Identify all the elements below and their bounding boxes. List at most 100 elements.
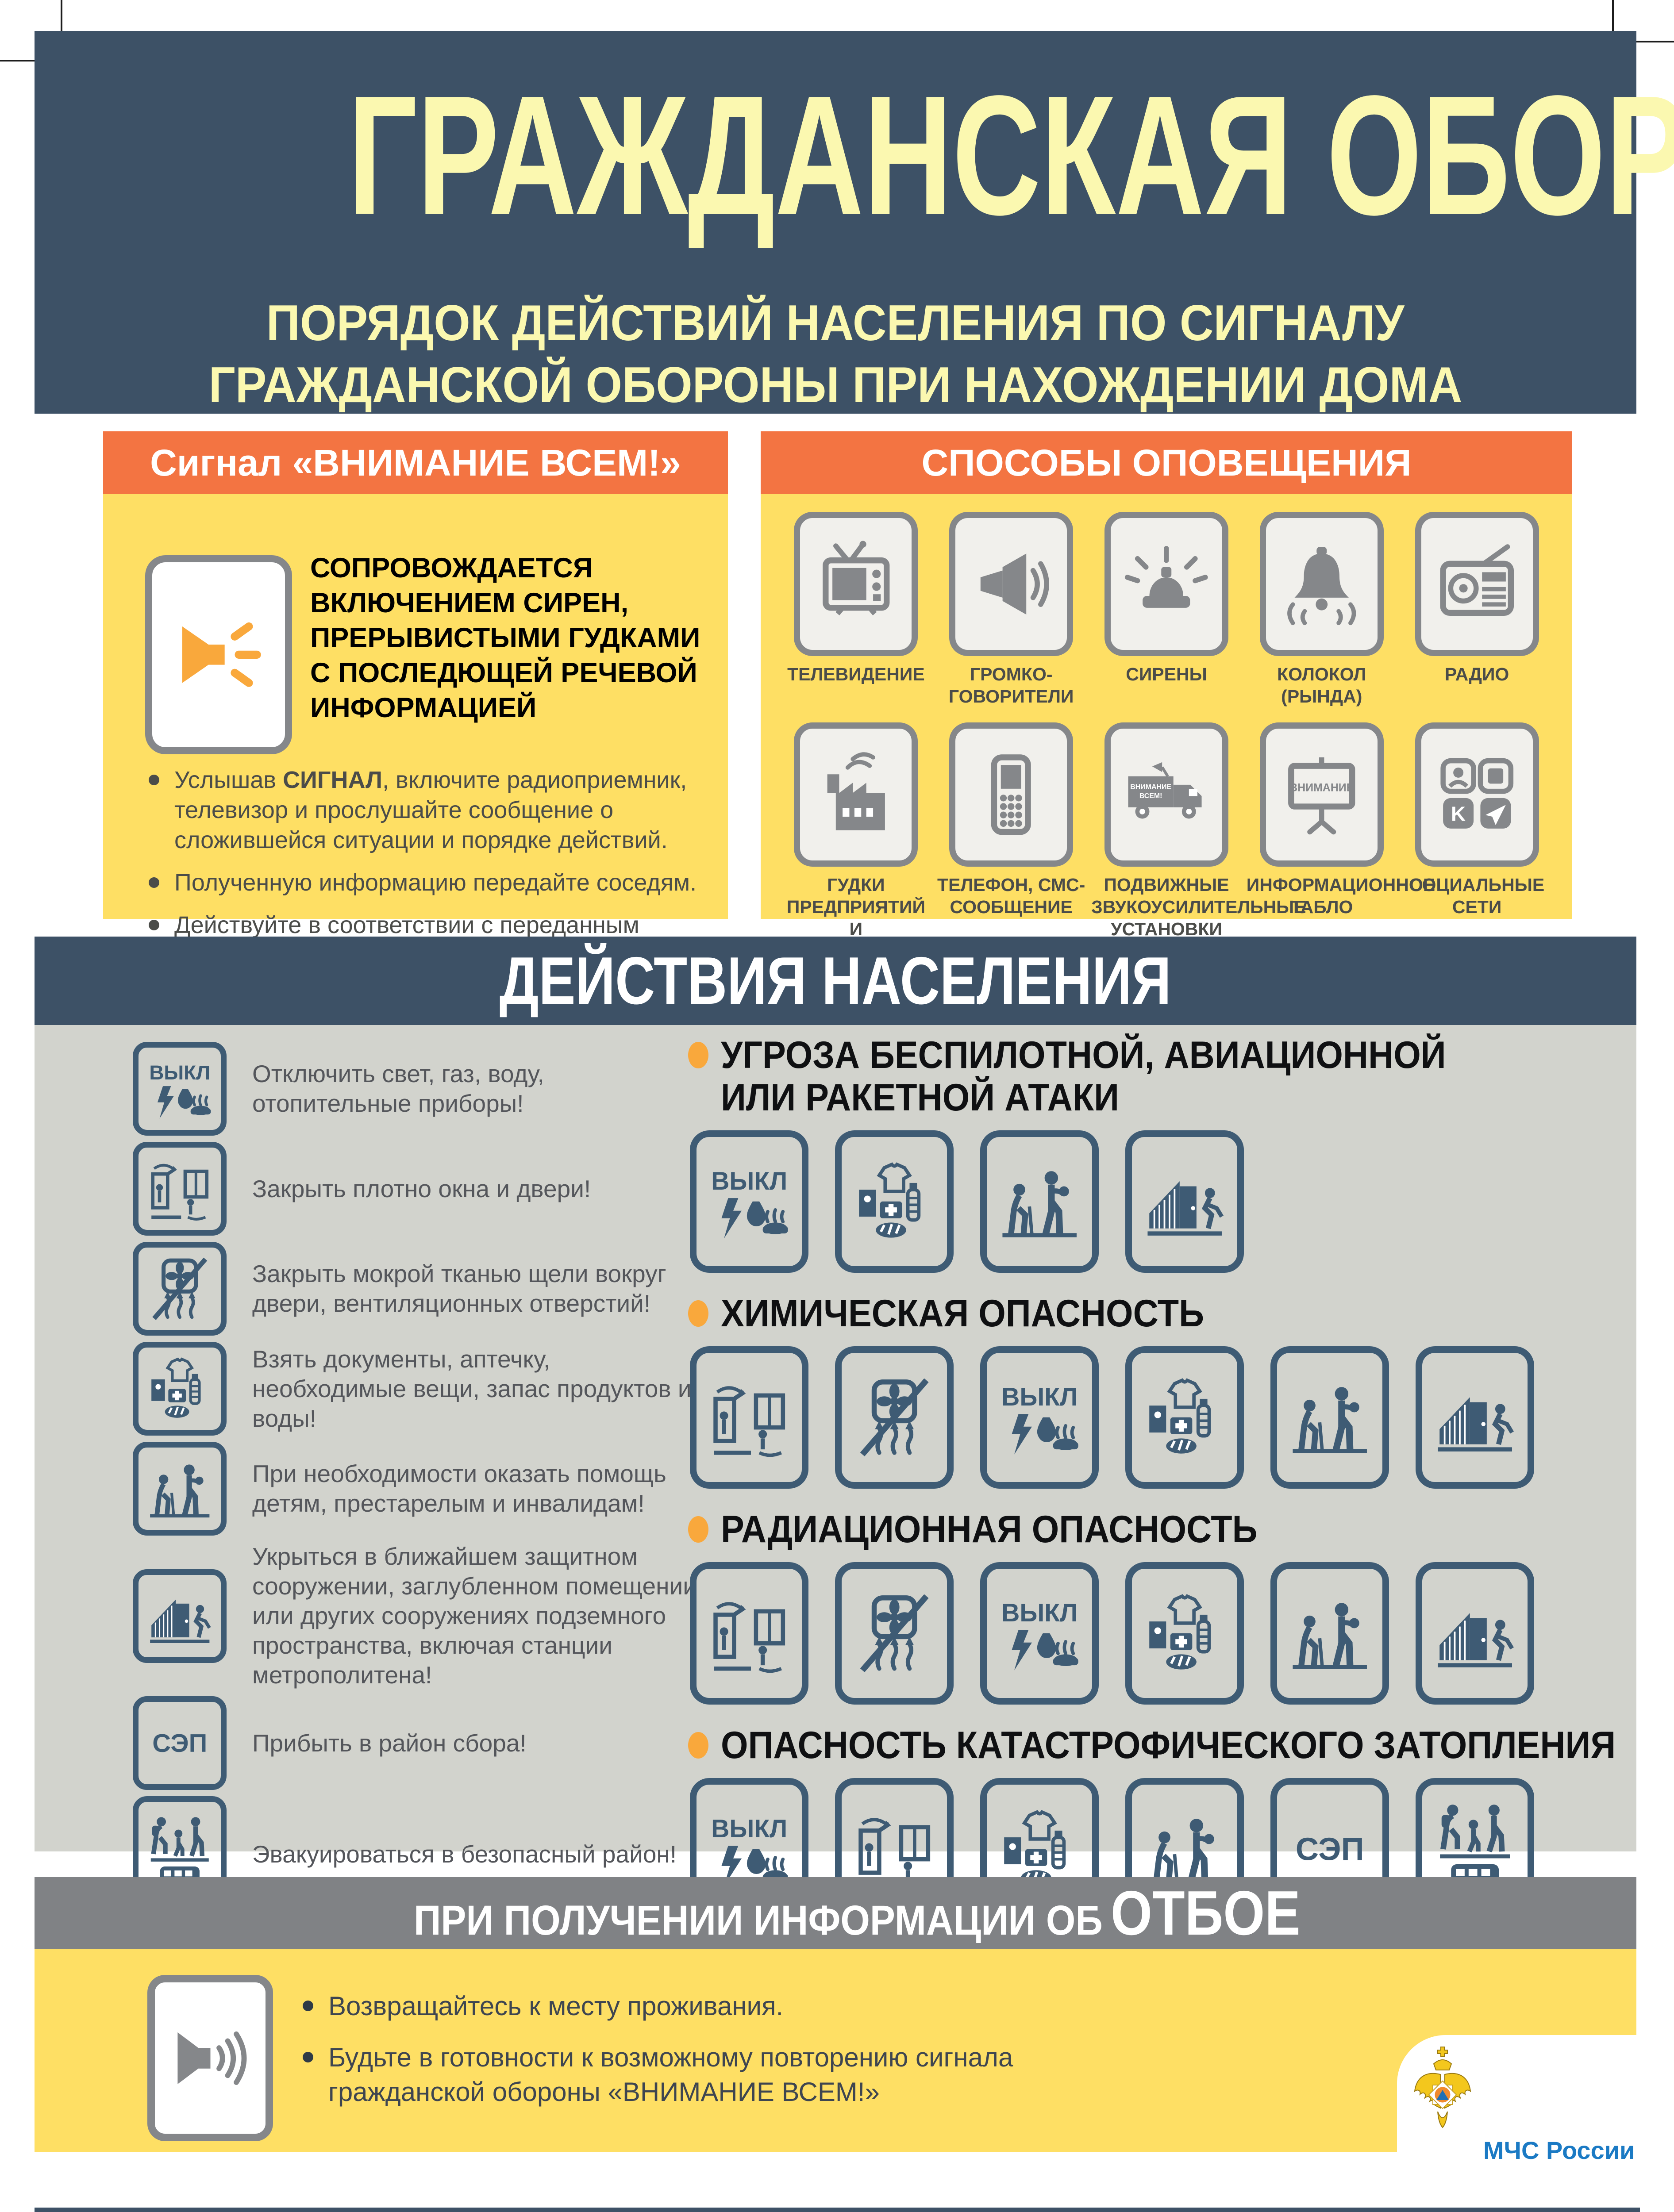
svg-text:СЭП: СЭП — [1296, 1832, 1364, 1867]
threat-block: ХИМИЧЕСКАЯ ОПАСНОСТЬ ВЫКЛ — [688, 1292, 1626, 1508]
power-off-icon: ВЫКЛ — [980, 1346, 1099, 1489]
svg-text:ВЫКЛ: ВЫКЛ — [1001, 1599, 1078, 1627]
signal-bullet: Полученную информацию передайте соседям. — [145, 868, 707, 898]
evacuate-icon — [1416, 1778, 1534, 1920]
general-action-text: Отключить свет, газ, воду, отопительные … — [252, 1060, 544, 1117]
threat-block: РАДИАЦИОННАЯ ОПАСНОСТЬ ВЫКЛ — [688, 1508, 1626, 1724]
power-off-icon: ВЫКЛ — [980, 1562, 1099, 1705]
all-clear-bullet: Будьте в готовности к возможному повторе… — [299, 2040, 1051, 2109]
orange-bullet-icon — [688, 1516, 708, 1543]
threat-icon-row: ВЫКЛ — [690, 1130, 1626, 1273]
general-action-item: Взять документы, аптечку, необходимые ве… — [133, 1342, 704, 1436]
method-label: РАДИО — [1444, 664, 1509, 684]
method-label: ПОДВИЖНЫЕ ЗВУКОУСИЛИТЕЛЬНЫЕ УСТАНОВКИ — [1091, 875, 1306, 939]
assist-icon — [133, 1442, 227, 1536]
bullet-dot — [149, 877, 159, 888]
signal-bullet-list: Услышав СИГНАЛ, включите радиоприемник, … — [145, 765, 707, 983]
logo-area: МЧС России — [1397, 2035, 1674, 2208]
no-ventilation-icon — [835, 1562, 954, 1705]
general-action-text: Взять документы, аптечку, необходимые ве… — [252, 1345, 692, 1432]
power-off-icon: ВЫКЛ — [133, 1042, 227, 1136]
tv-icon — [794, 512, 918, 656]
phone-icon — [949, 722, 1074, 867]
threat-icon-row: ВЫКЛ — [690, 1346, 1626, 1489]
general-action-item: Закрыть мокрой тканью щели вокруг двери,… — [133, 1242, 704, 1336]
assist-icon — [980, 1130, 1099, 1273]
method-item: КОЛОКОЛ (РЫНДА) — [1244, 512, 1399, 707]
general-action-item: СЭП Прибыть в район сбора! — [133, 1696, 704, 1790]
general-action-item: ВЫКЛ Отключить свет, газ, воду, отопитель… — [133, 1042, 704, 1136]
threat-title: ХИМИЧЕСКАЯ ОПАСНОСТЬ — [688, 1292, 1626, 1335]
actions-section-body: ВЫКЛ Отключить свет, газ, воду, отопитель… — [35, 1025, 1636, 1920]
close-windows-icon — [690, 1346, 808, 1489]
svg-text:ВНИМАНИЕ: ВНИМАНИЕ — [1289, 781, 1354, 794]
svg-text:ВЫКЛ: ВЫКЛ — [1001, 1383, 1078, 1411]
crop-mark — [61, 0, 62, 49]
bullet-dot — [149, 775, 159, 785]
method-item: СИРЕНЫ — [1089, 512, 1244, 707]
info-board-icon: ВНИМАНИЕ — [1259, 722, 1384, 867]
method-item: K СОЦИАЛЬНЫЕ СЕТИ — [1399, 722, 1555, 984]
all-clear-bullet-text: Возвращайтесь к месту проживания. — [328, 1991, 784, 2021]
threat-block: УГРОЗА БЕСПИЛОТНОЙ, АВИАЦИОННОЙ ИЛИ РАКЕТ… — [688, 1034, 1626, 1292]
close-windows-icon — [690, 1562, 808, 1705]
method-label: ТЕЛЕВИДЕНИЕ — [787, 664, 925, 684]
shelter-icon — [1416, 1562, 1534, 1705]
signal-bullet: Услышав СИГНАЛ, включите радиоприемник, … — [145, 765, 707, 855]
bullet-dot — [303, 2052, 313, 2062]
crop-mark — [0, 60, 49, 61]
threat-icon-row: ВЫКЛ — [690, 1562, 1626, 1705]
assist-icon — [1270, 1562, 1389, 1705]
threat-blocks: УГРОЗА БЕСПИЛОТНОЙ, АВИАЦИОННОЙ ИЛИ РАКЕТ… — [688, 1034, 1626, 1940]
footer-bar — [35, 2208, 1640, 2212]
factory-horn-icon — [794, 722, 918, 867]
sep-icon: СЭП — [133, 1696, 227, 1790]
general-action-text: Укрыться в ближайшем защитном сооружении… — [252, 1543, 697, 1689]
bell-icon — [1259, 512, 1384, 656]
signal-bullet-text: Услышав СИГНАЛ, включите радиоприемник, … — [174, 767, 687, 853]
all-clear-bullet-list: Возвращайтесь к месту проживания. Будьте … — [299, 1989, 1051, 2126]
close-windows-icon — [133, 1142, 227, 1236]
threat-title: УГРОЗА БЕСПИЛОТНОЙ, АВИАЦИОННОЙ ИЛИ РАКЕТ… — [688, 1034, 1626, 1119]
threat-title: ОПАСНОСТЬ КАТАСТРОФИЧЕСКОГО ЗАТОПЛЕНИЯ — [688, 1724, 1626, 1767]
all-clear-bullet-text: Будьте в готовности к возможному повторе… — [328, 2043, 1013, 2107]
method-item: ГРОМКО-ГОВОРИТЕЛИ — [934, 512, 1089, 707]
general-action-text: Эвакуироваться в безопасный район! — [252, 1840, 677, 1868]
assist-icon — [1270, 1346, 1389, 1489]
loudspeaker-icon — [949, 512, 1074, 656]
signal-description: СОПРОВОЖДАЕТСЯ ВКЛЮЧЕНИЕМ СИРЕН, ПРЕРЫВИ… — [310, 553, 700, 723]
supplies-icon — [835, 1130, 954, 1273]
signal-bullet-text: Полученную информацию передайте соседям. — [174, 869, 697, 896]
page-subtitle: ПОРЯДОК ДЕЙСТВИЙ НАСЕЛЕНИЯ ПО СИГНАЛУ ГР… — [208, 295, 1462, 413]
method-item: ТЕЛЕВИДЕНИЕ — [778, 512, 934, 707]
svg-text:ВНИМАНИЕ: ВНИМАНИЕ — [1130, 783, 1171, 791]
svg-text:ВЫКЛ: ВЫКЛ — [149, 1061, 210, 1084]
methods-section: СПОСОБЫ ОПОВЕЩЕНИЯ ТЕЛЕВИДЕНИЕ ГРОМКО-ГОВ… — [761, 431, 1572, 983]
svg-text:ВЫКЛ: ВЫКЛ — [711, 1815, 787, 1843]
orange-bullet-icon — [688, 1042, 708, 1068]
general-action-item: Укрыться в ближайшем защитном сооружении… — [133, 1542, 704, 1690]
general-action-text: Закрыть плотно окна и двери! — [252, 1175, 591, 1202]
speaker-sound-icon — [147, 1975, 273, 2141]
general-actions-list: ВЫКЛ Отключить свет, газ, воду, отопитель… — [133, 1042, 704, 1912]
all-clear-body: Возвращайтесь к месту проживания. Будьте … — [35, 1949, 1636, 2152]
social-media-icon: K — [1415, 722, 1539, 867]
signal-section-header: Сигнал «ВНИМАНИЕ ВСЕМ!» — [103, 431, 728, 494]
methods-grid: ТЕЛЕВИДЕНИЕ ГРОМКО-ГОВОРИТЕЛИ СИРЕНЫ КОЛОКО… — [761, 494, 1572, 984]
radio-icon — [1415, 512, 1539, 656]
methods-section-body: ТЕЛЕВИДЕНИЕ ГРОМКО-ГОВОРИТЕЛИ СИРЕНЫ КОЛОКО… — [761, 494, 1572, 983]
bullet-dot — [303, 2001, 313, 2011]
method-label: ИНФОРМАЦИОННОЕ ТАБЛО — [1246, 875, 1435, 917]
svg-text:K: K — [1451, 802, 1466, 825]
signal-section: Сигнал «ВНИМАНИЕ ВСЕМ!» СОПРОВОЖДАЕТСЯ В… — [103, 431, 728, 968]
svg-text:СЭП: СЭП — [152, 1729, 207, 1758]
crop-mark — [1625, 41, 1674, 42]
crop-mark — [1612, 0, 1614, 35]
svg-text:ВЫКЛ: ВЫКЛ — [711, 1167, 787, 1195]
method-label: СИРЕНЫ — [1126, 664, 1207, 684]
actions-section-header: ДЕЙСТВИЯ НАСЕЛЕНИЯ — [35, 937, 1636, 1025]
shelter-icon — [1416, 1346, 1534, 1489]
page-title: ГРАЖДАНСКАЯ ОБОРОНА — [347, 60, 1674, 250]
all-clear-header: ПРИ ПОЛУЧЕНИИ ИНФОРМАЦИИ ОБ ОТБОЕ — [35, 1877, 1636, 1949]
